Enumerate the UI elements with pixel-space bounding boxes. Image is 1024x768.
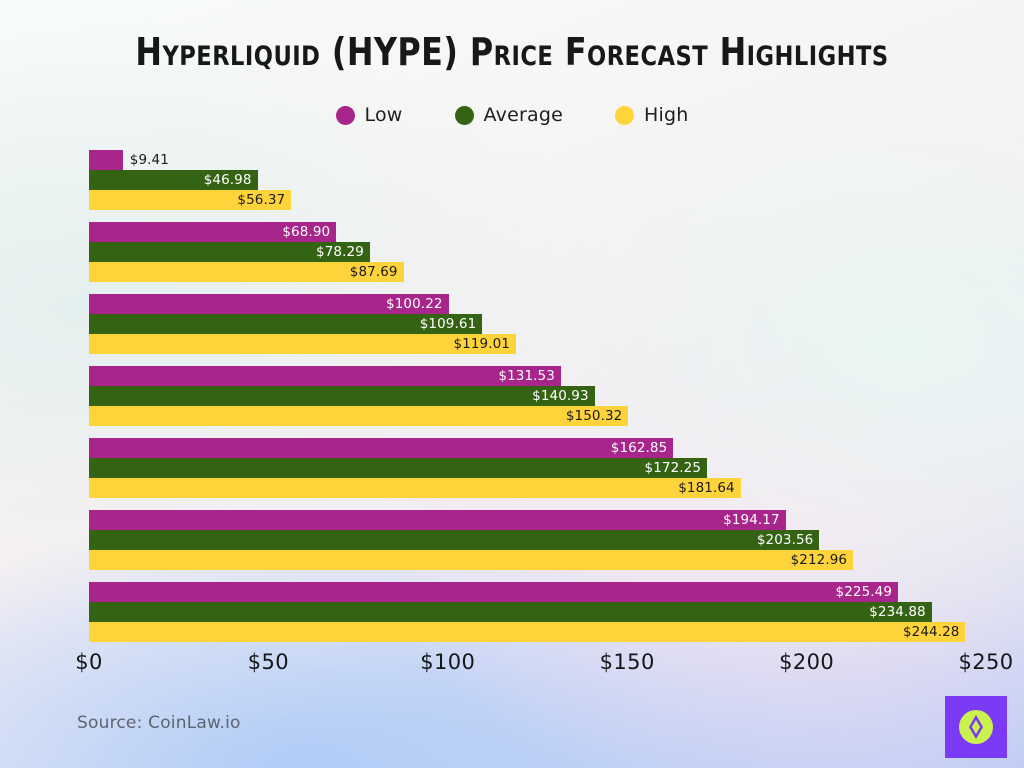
bar-value-label: $194.17 bbox=[723, 512, 780, 528]
bar-value-label: $181.64 bbox=[678, 480, 735, 496]
bar-average-2031[interactable]: $234.88 bbox=[89, 602, 932, 622]
bar-value-label: $119.01 bbox=[453, 336, 510, 352]
bar-low-2030[interactable]: $194.17 bbox=[89, 510, 786, 530]
bar-value-label: $46.98 bbox=[203, 172, 252, 188]
bar-average-2029[interactable]: $172.25 bbox=[89, 458, 708, 478]
bar-row: $203.56 bbox=[89, 530, 986, 550]
page-title: Hyperliquid (HYPE) Price Forecast Highli… bbox=[135, 30, 889, 74]
bar-average-2026[interactable]: $78.29 bbox=[89, 242, 370, 262]
legend-label-high: High bbox=[643, 104, 689, 126]
x-axis: $0 $50 $100 $150 $200 $250 bbox=[75, 650, 1013, 680]
bar-row: $87.69 bbox=[89, 262, 986, 282]
x-axis-tick-3: $150 bbox=[599, 650, 655, 674]
bar-row: $244.28 bbox=[89, 622, 986, 642]
bar-value-label: $162.85 bbox=[610, 440, 668, 456]
bar-low-2031[interactable]: $225.49 bbox=[89, 582, 899, 602]
x-axis-tick-5: $250 bbox=[958, 650, 1014, 674]
bar-high-2030[interactable]: $212.96 bbox=[89, 550, 854, 570]
bar-value-label: $203.56 bbox=[756, 532, 814, 548]
legend-swatch-low-icon bbox=[335, 105, 355, 125]
legend-label-average: Average bbox=[483, 104, 563, 126]
bar-value-label: $212.96 bbox=[790, 552, 848, 568]
source-note: Source: CoinLaw.io bbox=[77, 713, 241, 733]
bar-high-2026[interactable]: $87.69 bbox=[89, 262, 404, 282]
bar-value-label: $244.28 bbox=[902, 624, 960, 640]
bar-row: $172.25 bbox=[89, 458, 986, 478]
bar-row: $56.37 bbox=[89, 190, 986, 210]
bar-value-label: $172.25 bbox=[644, 460, 702, 476]
legend-label-low: Low bbox=[364, 104, 403, 126]
bar-row: $150.32 bbox=[89, 406, 986, 426]
bar-group: 2026$68.90$78.29$87.69 bbox=[89, 222, 986, 282]
bar-row: $162.85 bbox=[89, 438, 986, 458]
bar-value-label: $150.32 bbox=[565, 408, 623, 424]
bar-average-2028[interactable]: $140.93 bbox=[89, 386, 595, 406]
bar-row: $131.53 bbox=[89, 366, 986, 386]
bar-value-label: $87.69 bbox=[349, 264, 398, 280]
chart-legend: Low Average High bbox=[0, 104, 1024, 126]
bar-high-2031[interactable]: $244.28 bbox=[89, 622, 966, 642]
bar-row: $212.96 bbox=[89, 550, 986, 570]
bar-group: 2025$9.41$46.98$56.37 bbox=[89, 150, 986, 210]
bar-value-label: $9.41 bbox=[129, 152, 169, 168]
legend-item-average[interactable]: Average bbox=[454, 104, 563, 126]
bar-value-label: $225.49 bbox=[835, 584, 893, 600]
coinlaw-logo bbox=[945, 696, 1007, 758]
bar-row: $100.22 bbox=[89, 294, 986, 314]
bar-row: $234.88 bbox=[89, 602, 986, 622]
bar-high-2029[interactable]: $181.64 bbox=[89, 478, 741, 498]
x-axis-tick-2: $100 bbox=[420, 650, 476, 674]
bar-low-2028[interactable]: $131.53 bbox=[89, 366, 561, 386]
legend-swatch-average-icon bbox=[454, 105, 474, 125]
bar-row: $68.90 bbox=[89, 222, 986, 242]
bar-row: $9.41 bbox=[89, 150, 986, 170]
x-axis-tick-0: $0 bbox=[75, 650, 103, 674]
bar-average-2025[interactable]: $46.98 bbox=[89, 170, 258, 190]
bar-low-2025[interactable]: $9.41 bbox=[89, 150, 169, 170]
bar-high-2027[interactable]: $119.01 bbox=[89, 334, 516, 354]
bar-value-label: $140.93 bbox=[532, 388, 589, 404]
bar-low-2027[interactable]: $100.22 bbox=[89, 294, 449, 314]
x-axis-tick-1: $50 bbox=[247, 650, 290, 674]
bar-group: 2030$194.17$203.56$212.96 bbox=[89, 510, 986, 570]
bar-row: $46.98 bbox=[89, 170, 986, 190]
bar-value-label: $68.90 bbox=[282, 224, 331, 240]
bar-row: $78.29 bbox=[89, 242, 986, 262]
bar-row: $109.61 bbox=[89, 314, 986, 334]
bar-group: 2031$225.49$234.88$244.28 bbox=[89, 582, 986, 642]
legend-swatch-high-icon bbox=[614, 105, 634, 125]
bar-row: $181.64 bbox=[89, 478, 986, 498]
bar-average-2030[interactable]: $203.56 bbox=[89, 530, 820, 550]
bar-value-label: $78.29 bbox=[316, 244, 364, 260]
bar-group: 2027$100.22$109.61$119.01 bbox=[89, 294, 986, 354]
bar-group: 2029$162.85$172.25$181.64 bbox=[89, 438, 986, 498]
legend-item-low[interactable]: Low bbox=[335, 104, 403, 126]
x-axis-tick-4: $200 bbox=[779, 650, 835, 674]
bar-high-2025[interactable]: $56.37 bbox=[89, 190, 292, 210]
bar-value-label: $100.22 bbox=[386, 296, 443, 312]
bar-row: $119.01 bbox=[89, 334, 986, 354]
bar-group: 2028$131.53$140.93$150.32 bbox=[89, 366, 986, 426]
bar-row: $225.49 bbox=[89, 582, 986, 602]
bar-value-label: $109.61 bbox=[419, 316, 477, 332]
bar-high-2028[interactable]: $150.32 bbox=[89, 406, 629, 426]
bar-average-2027[interactable]: $109.61 bbox=[89, 314, 483, 334]
bar-low-2029[interactable]: $162.85 bbox=[89, 438, 674, 458]
bar-value-label: $131.53 bbox=[498, 368, 555, 384]
legend-item-high[interactable]: High bbox=[614, 104, 689, 126]
bar-row: $140.93 bbox=[89, 386, 986, 406]
bar-low-2026[interactable]: $68.90 bbox=[89, 222, 337, 242]
compass-icon bbox=[959, 710, 993, 744]
bar-value-label: $56.37 bbox=[237, 192, 286, 208]
bar-row: $194.17 bbox=[89, 510, 986, 530]
bar-value-label: $234.88 bbox=[869, 604, 926, 620]
plot-area: 2025$9.41$46.98$56.372026$68.90$78.29$87… bbox=[89, 150, 986, 646]
